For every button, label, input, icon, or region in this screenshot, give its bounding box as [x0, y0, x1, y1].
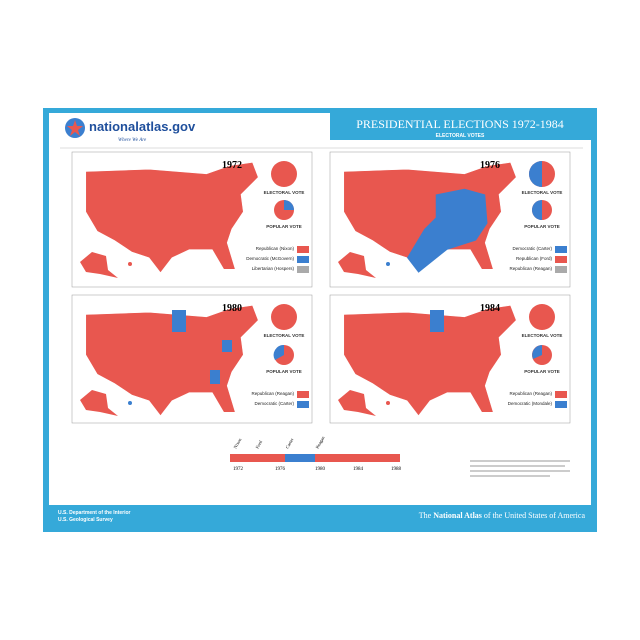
label: POPULAR VOTE — [266, 224, 302, 229]
pie — [271, 304, 297, 330]
subtitle: ELECTORAL VOTES — [436, 133, 485, 139]
fine-print — [470, 460, 570, 462]
agency: U.S. Department of the Interior — [58, 510, 131, 516]
logo-tagline: Where We Are — [118, 138, 147, 143]
legend-label: Libertarian (Hospers) — [252, 266, 295, 271]
timeline-segment — [315, 454, 400, 462]
pie-slice — [529, 161, 542, 187]
legend-label: Democratic (Carter) — [254, 401, 294, 406]
swatch — [297, 246, 309, 253]
label: ELECTORAL VOTE — [522, 333, 563, 338]
logo-text: nationalatlas.gov — [89, 119, 196, 134]
region — [430, 310, 444, 332]
region — [407, 188, 488, 273]
timeline: Nixon Ford Carter Reagan 1972 1976 1980 … — [230, 435, 402, 472]
swatch — [297, 401, 309, 408]
hawaii — [128, 401, 132, 405]
fine-print — [470, 470, 570, 472]
timeline-segment — [285, 454, 315, 462]
label: POPULAR VOTE — [266, 369, 302, 374]
timeline-year: 1972 — [233, 467, 244, 472]
swatch — [297, 266, 309, 273]
swatch — [555, 391, 567, 398]
label: POPULAR VOTE — [524, 224, 560, 229]
legend-label: Democratic (Carter) — [512, 246, 552, 251]
president: Ford — [255, 439, 264, 450]
legend-label: Republican (Nixon) — [256, 246, 295, 251]
year: 1976 — [480, 160, 500, 171]
legend-label: Democratic (McGovern) — [246, 256, 294, 261]
pie-slice — [532, 345, 542, 359]
timeline-segment — [230, 454, 285, 462]
title-band — [330, 113, 591, 140]
year: 1984 — [480, 303, 500, 314]
year: 1980 — [222, 303, 242, 314]
logo-star — [67, 120, 83, 136]
hawaii — [386, 401, 390, 405]
timeline-year: 1984 — [353, 467, 364, 472]
president: Carter — [285, 437, 295, 450]
legend-label: Republican (Reagan) — [509, 391, 552, 396]
agency: U.S. Geological Survey — [58, 517, 113, 523]
label: ELECTORAL VOTE — [264, 190, 305, 195]
pie-slice — [532, 200, 542, 220]
legend-label: Democratic (Mondale) — [508, 401, 553, 406]
pie-slice — [273, 344, 284, 360]
panel: 1972 ELECTORAL VOTE POPULAR VOTE Republi… — [71, 151, 313, 288]
legend-label: Republican (Reagan) — [251, 391, 294, 396]
year: 1972 — [222, 160, 242, 171]
legend-label: Republican (Ford) — [516, 256, 553, 261]
panel: 1976 ELECTORAL VOTE POPULAR VOTE Democra… — [329, 151, 571, 288]
swatch — [297, 391, 309, 398]
timeline-year: 1988 — [391, 467, 402, 472]
timeline-year: 1980 — [315, 467, 326, 472]
fine-print — [470, 475, 550, 477]
president: Nixon — [233, 437, 243, 450]
swatch — [555, 266, 567, 273]
swatch — [297, 256, 309, 263]
hawaii — [386, 262, 390, 266]
atlas-part: of the United States of America — [482, 511, 586, 520]
title: PRESIDENTIAL ELECTIONS 1972-1984 — [356, 117, 564, 131]
panel: 1984 ELECTORAL VOTE POPULAR VOTE Republi… — [329, 294, 571, 424]
label: ELECTORAL VOTE — [264, 333, 305, 338]
legend-label: Republican (Reagan) — [509, 266, 552, 271]
pie — [529, 304, 555, 330]
label: POPULAR VOTE — [524, 369, 560, 374]
region — [210, 370, 220, 384]
label: ELECTORAL VOTE — [522, 190, 563, 195]
timeline-year: 1976 — [275, 467, 286, 472]
panel: 1980 ELECTORAL VOTE POPULAR VOTE Republi… — [71, 294, 313, 424]
hawaii — [128, 262, 132, 266]
atlas-name: The National Atlas of the United States … — [419, 511, 586, 520]
atlas-part: National Atlas — [433, 511, 482, 520]
region — [172, 310, 186, 332]
pie-slice — [284, 200, 294, 210]
region — [222, 340, 232, 352]
footnote — [470, 460, 570, 477]
atlas-part: The — [419, 511, 433, 520]
fine-print — [470, 465, 565, 467]
pie — [271, 161, 297, 187]
swatch — [555, 256, 567, 263]
president: Reagan — [315, 435, 326, 450]
swatch — [555, 401, 567, 408]
swatch — [555, 246, 567, 253]
